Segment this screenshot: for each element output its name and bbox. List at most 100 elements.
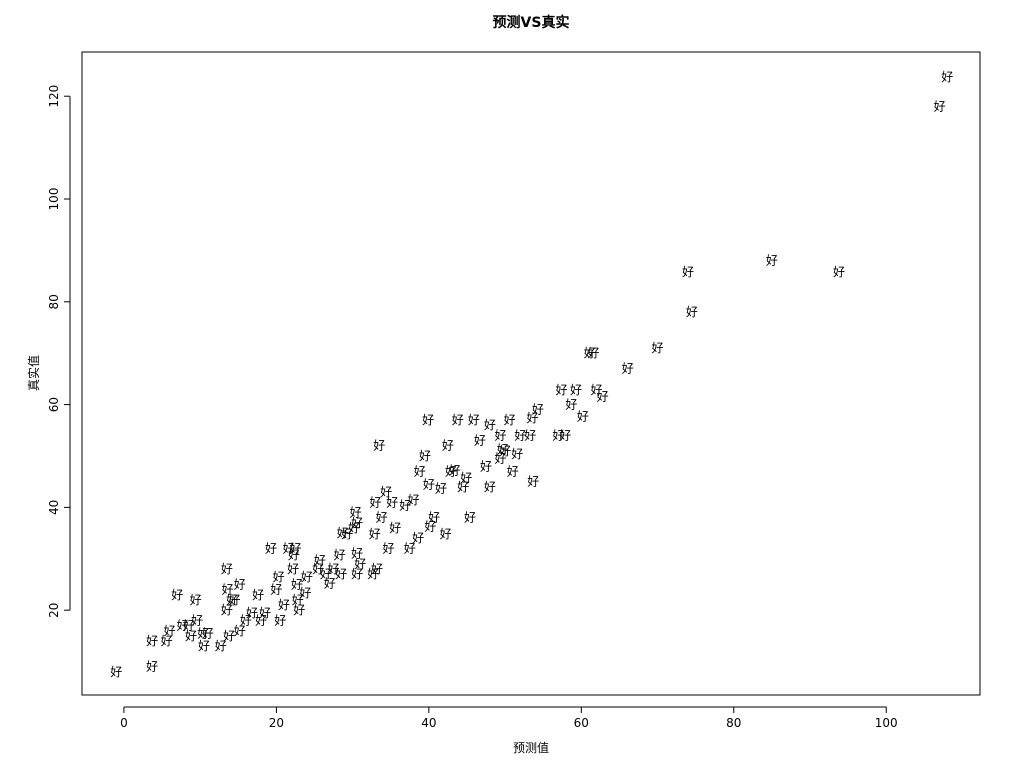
point: 好 — [373, 439, 385, 453]
point: 好 — [833, 265, 845, 279]
point: 好 — [369, 527, 381, 541]
point: 好 — [591, 383, 603, 397]
point: 好 — [404, 542, 416, 556]
point: 好 — [376, 511, 388, 525]
point: 好 — [419, 449, 431, 463]
y-axis-label: 真实值 — [26, 355, 41, 391]
point: 好 — [255, 613, 267, 627]
point: 好 — [449, 463, 461, 477]
point: 好 — [480, 459, 492, 473]
point: 好 — [474, 434, 486, 448]
point: 好 — [514, 428, 526, 442]
point: 好 — [312, 562, 324, 576]
point: 好 — [283, 542, 295, 556]
point: 好 — [507, 464, 519, 478]
point: 好 — [171, 588, 183, 602]
point: 好 — [324, 576, 336, 590]
point: 好 — [202, 626, 214, 640]
point: 好 — [198, 639, 210, 653]
point: 好 — [110, 665, 122, 679]
point: 好 — [354, 557, 366, 571]
point: 好 — [341, 527, 353, 541]
point: 好 — [445, 464, 457, 478]
y-tick-label: 100 — [47, 188, 61, 211]
point: 好 — [380, 485, 392, 499]
point: 好 — [941, 70, 953, 84]
x-tick-label: 60 — [574, 716, 589, 730]
point: 好 — [246, 606, 258, 620]
point: 好 — [414, 464, 426, 478]
point: 好 — [435, 481, 447, 495]
point: 好 — [565, 398, 577, 412]
plot-box — [81, 51, 981, 696]
point: 好 — [440, 527, 452, 541]
point: 好 — [287, 562, 299, 576]
point: 好 — [424, 519, 436, 533]
point: 好 — [335, 567, 347, 581]
point: 好 — [259, 606, 271, 620]
y-tick-label: 80 — [47, 294, 61, 309]
point: 好 — [234, 577, 246, 591]
point: 好 — [577, 409, 589, 423]
point: 好 — [412, 531, 424, 545]
point: 好 — [652, 341, 664, 355]
point: 好 — [185, 629, 197, 643]
point: 好 — [504, 413, 516, 427]
point: 好 — [588, 346, 600, 360]
point: 好 — [389, 521, 401, 535]
point: 好 — [161, 634, 173, 648]
point: 好 — [367, 567, 379, 581]
point: 好 — [221, 603, 233, 617]
point: 好 — [468, 413, 480, 427]
point: 好 — [289, 542, 301, 556]
point: 好 — [350, 506, 362, 520]
point: 好 — [191, 613, 203, 627]
y-tick-label: 20 — [47, 603, 61, 618]
point: 好 — [226, 593, 238, 607]
point: 好 — [351, 516, 363, 530]
point: 好 — [197, 626, 209, 640]
point: 好 — [428, 511, 440, 525]
point: 好 — [223, 629, 235, 643]
point: 好 — [348, 521, 360, 535]
point: 好 — [328, 562, 340, 576]
point: 好 — [484, 480, 496, 494]
x-axis-label: 预测值 — [513, 740, 549, 755]
point: 好 — [164, 624, 176, 638]
point: 好 — [228, 593, 240, 607]
point: 好 — [457, 480, 469, 494]
point: 好 — [351, 547, 363, 561]
y-tick-label: 40 — [47, 500, 61, 515]
point: 好 — [422, 413, 434, 427]
point: 好 — [532, 403, 544, 417]
point: 好 — [584, 346, 596, 360]
point: 好 — [766, 254, 778, 268]
point: 好 — [497, 442, 509, 456]
point: 好 — [382, 542, 394, 556]
point: 好 — [494, 428, 506, 442]
point: 好 — [314, 553, 326, 567]
x-tick-label: 40 — [421, 716, 436, 730]
point: 好 — [524, 428, 536, 442]
x-tick-label: 80 — [726, 716, 741, 730]
point: 好 — [270, 583, 282, 597]
point: 好 — [288, 548, 300, 562]
point: 好 — [499, 444, 511, 458]
point: 好 — [386, 495, 398, 509]
point: 好 — [299, 586, 311, 600]
point: 好 — [484, 418, 496, 432]
point: 好 — [351, 567, 363, 581]
point: 好 — [320, 567, 332, 581]
point: 好 — [460, 471, 472, 485]
point: 好 — [555, 383, 567, 397]
point: 好 — [622, 362, 634, 376]
y-tick-label: 60 — [47, 397, 61, 412]
point: 好 — [301, 570, 313, 584]
point: 好 — [252, 588, 264, 602]
point: 好 — [334, 548, 346, 562]
point: 好 — [423, 477, 435, 491]
point: 好 — [234, 624, 246, 638]
point: 好 — [552, 428, 564, 442]
point: 好 — [146, 660, 158, 674]
